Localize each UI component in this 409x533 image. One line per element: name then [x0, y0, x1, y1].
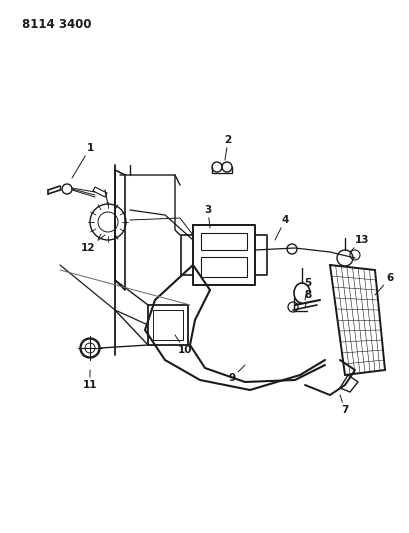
Text: 12: 12	[81, 235, 105, 253]
Text: 1: 1	[72, 143, 93, 178]
Text: 3: 3	[204, 205, 211, 228]
Text: 11: 11	[83, 370, 97, 390]
Text: 2: 2	[224, 135, 231, 160]
Text: 8: 8	[303, 290, 311, 308]
Text: 5: 5	[303, 278, 311, 300]
Text: 4: 4	[274, 215, 288, 240]
Text: 13: 13	[349, 235, 369, 252]
Text: 6: 6	[374, 273, 393, 295]
Text: 10: 10	[175, 335, 192, 355]
Text: 7: 7	[339, 395, 348, 415]
Text: 8114 3400: 8114 3400	[22, 18, 91, 31]
Text: 9: 9	[228, 365, 245, 383]
